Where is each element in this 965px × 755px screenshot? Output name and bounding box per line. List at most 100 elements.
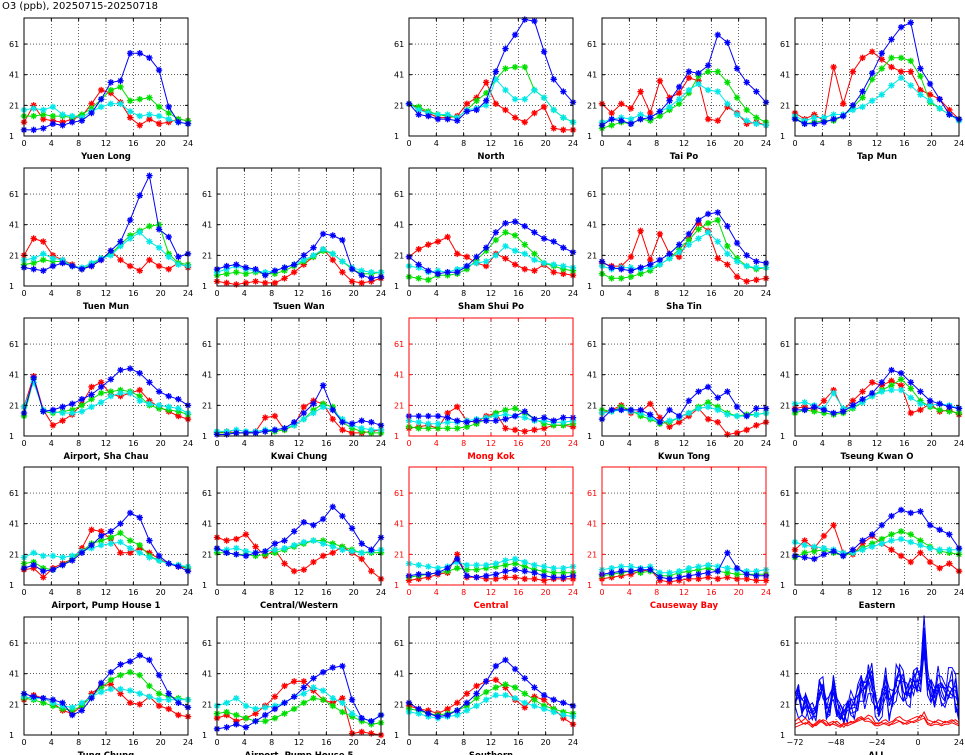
data-point-blue [753,258,760,265]
panel-eastern: 0 4 8 12 16 20 24 1 21 41 61 Eastern [780,466,964,611]
x-tick-label: 4 [49,439,54,448]
data-point-cyan [859,103,866,111]
data-point-cyan [753,568,760,575]
data-point-red [511,574,519,581]
data-point-red [859,388,866,395]
data-point-blue [502,415,509,423]
data-point-cyan [88,403,95,411]
y-tick-label: 41 [394,71,404,80]
data-point-cyan [78,408,86,415]
data-point-blue [415,571,422,578]
data-point-blue [329,503,336,511]
data-point-green [907,385,914,392]
x-tick-label: 20 [156,139,166,148]
data-point-red [175,711,182,719]
data-point-cyan [271,546,279,553]
x-tick-label: 0 [214,738,219,747]
panel-mong-kok: 0 4 8 12 16 20 24 1 21 41 61 Mong Kok [394,317,578,462]
data-point-cyan [531,702,538,710]
data-point-green [126,668,134,676]
series-line-red [408,236,574,276]
y-tick-label: 21 [394,700,404,709]
x-tick-label: 4 [627,588,632,597]
data-point-red [733,429,741,437]
x-tick-label: 0 [406,139,411,148]
data-point-blue [175,563,182,570]
x-tick-label: 0 [214,439,219,448]
data-point-cyan [126,687,134,694]
x-tick-label: 4 [434,738,439,747]
data-point-red [714,117,721,124]
data-point-blue [811,403,818,411]
data-point-red [926,558,934,566]
data-point-red [849,397,857,404]
data-point-blue [348,420,356,427]
data-point-red [502,574,509,581]
data-point-blue [155,226,163,233]
data-point-cyan [540,563,548,570]
page-title: O3 (ppb), 20250715-20250718 [2,1,159,12]
y-tick-label: 1 [9,282,14,291]
data-point-blue [733,239,741,247]
data-point-cyan [30,549,37,557]
data-point-blue [117,366,124,374]
data-point-blue [685,230,693,238]
data-point-red [868,48,876,55]
data-point-green [704,399,712,406]
data-point-cyan [560,262,567,270]
data-point-blue [849,102,857,109]
data-point-blue [608,264,615,271]
data-point-cyan [560,114,567,121]
data-point-red [136,267,143,274]
data-point-blue [733,65,741,72]
data-point-blue [88,262,95,270]
data-point-red [242,531,250,538]
x-tick-label: 8 [847,439,852,448]
data-point-cyan [107,252,115,259]
data-point-blue [463,262,471,270]
x-tick-label: 0 [792,439,797,448]
data-point-blue [425,112,432,120]
y-tick-label: 61 [202,489,212,498]
data-point-blue [290,419,298,426]
y-tick-label: 1 [394,132,399,141]
data-point-cyan [733,412,741,420]
data-point-red [511,114,519,121]
x-tick-label: 20 [927,439,937,448]
y-tick-label: 41 [587,221,597,230]
data-point-blue [560,414,567,421]
x-tick-label: 16 [128,139,138,148]
data-point-red [492,100,500,108]
data-point-blue [348,525,356,532]
data-point-green [463,423,471,431]
data-point-red [917,406,924,414]
data-point-red [540,696,548,703]
data-point-red [463,100,471,108]
data-point-red [136,122,143,129]
data-point-blue [820,406,828,414]
x-tick-label: 4 [627,139,632,148]
data-point-red [233,281,240,288]
data-point-blue [897,506,905,514]
data-point-blue [223,431,230,438]
y-tick-label: 1 [202,282,207,291]
data-point-cyan [339,258,346,265]
data-point-blue [136,369,143,377]
data-point-red [608,109,615,117]
data-point-red [531,109,538,117]
data-point-cyan [695,563,702,570]
data-point-red [136,701,143,708]
data-point-green [917,537,924,544]
data-point-blue [454,707,461,714]
data-point-blue [830,409,837,417]
x-tick-label: 16 [513,289,523,298]
data-point-blue [88,695,95,702]
plot-frame [794,317,960,437]
data-point-blue [262,272,269,279]
panel-label: Tseung Kwan O [840,452,913,462]
data-point-red [271,412,279,420]
data-point-red [888,63,895,71]
data-point-cyan [290,541,298,549]
data-point-blue [926,397,934,404]
data-point-red [290,568,298,575]
